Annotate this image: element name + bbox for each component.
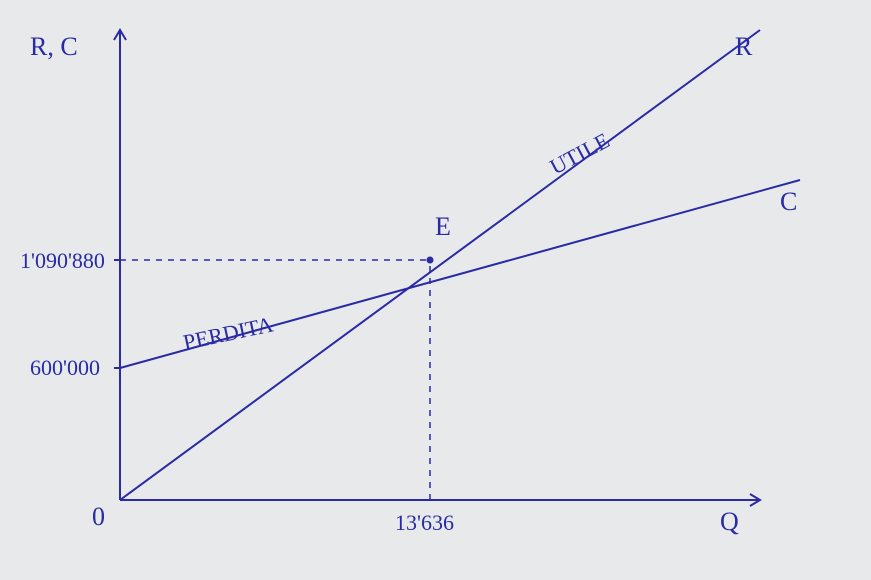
x-axis-label: Q (720, 507, 739, 536)
breakeven-point (427, 257, 434, 264)
y-tick-breakeven-value: 1'090'880 (20, 248, 105, 273)
chart-stage: R, C Q 0 R C E PERDITA UTILE 1'090'880 6… (0, 0, 871, 580)
origin-label: 0 (92, 502, 105, 531)
breakeven-point-label: E (435, 212, 451, 241)
revenue-line-label: R (735, 32, 753, 61)
cost-line-label: C (780, 187, 797, 216)
breakeven-chart: R, C Q 0 R C E PERDITA UTILE 1'090'880 6… (0, 0, 871, 580)
x-tick-breakeven-value: 13'636 (395, 510, 454, 535)
y-tick-fixed-cost-value: 600'000 (30, 355, 100, 380)
y-axis-label: R, C (30, 32, 78, 61)
